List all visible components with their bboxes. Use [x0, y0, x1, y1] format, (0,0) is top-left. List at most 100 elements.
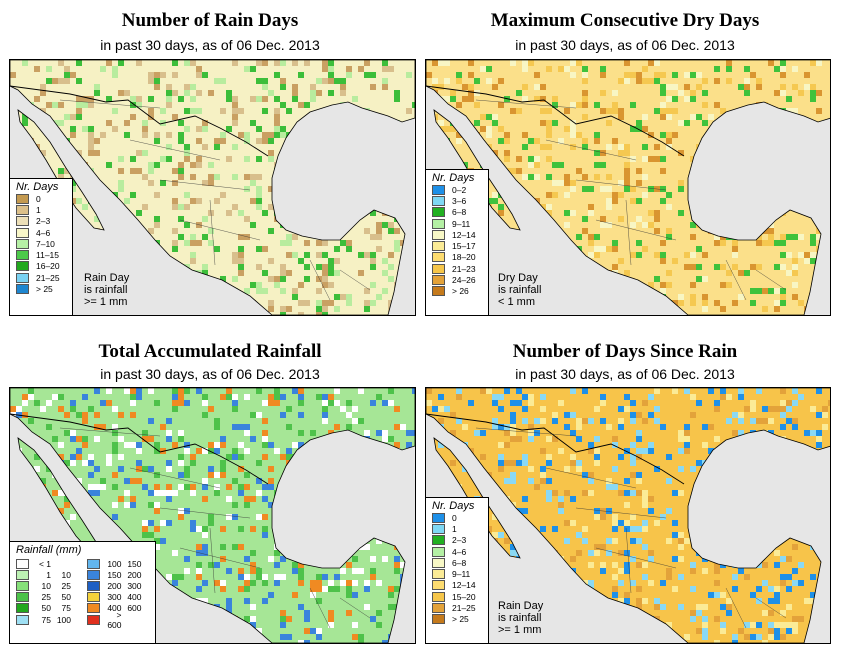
grid-cell — [292, 60, 298, 66]
grid-cell — [160, 520, 166, 526]
grid-cell — [606, 120, 612, 126]
grid-cell — [250, 412, 256, 418]
legend-item: 16–20 — [10, 261, 72, 272]
legend-swatch — [432, 614, 445, 625]
grid-cell — [298, 568, 304, 574]
grid-cell — [34, 96, 40, 102]
grid-cell — [630, 472, 636, 478]
grid-cell — [214, 580, 220, 586]
grid-cell — [816, 442, 822, 448]
grid-cell — [136, 478, 142, 484]
legend-swatch — [86, 558, 100, 569]
grid-cell — [636, 490, 642, 496]
state-borders — [475, 427, 787, 629]
grid-cell — [196, 240, 202, 246]
grid-cell — [726, 282, 732, 288]
grid-cell — [232, 174, 238, 180]
grid-cell — [244, 430, 250, 436]
grid-cell — [202, 180, 208, 186]
grid-cell — [250, 580, 256, 586]
grid-cell — [588, 490, 594, 496]
grid-cell — [166, 96, 172, 102]
grid-cell — [492, 150, 498, 156]
grid-cell — [16, 406, 22, 412]
grid-cell — [196, 550, 202, 556]
grid-cell — [190, 108, 196, 114]
grid-cell — [588, 580, 594, 586]
grid-cell — [660, 114, 666, 120]
legend-item: 21–23 — [426, 263, 488, 274]
legend-label-low: < 1 — [38, 558, 51, 569]
grid-cell — [232, 258, 238, 264]
grid-cell — [70, 132, 76, 138]
grid-cell — [328, 400, 334, 406]
grid-cell — [196, 198, 202, 204]
grid-cell — [582, 538, 588, 544]
grid-cell — [510, 60, 516, 66]
grid-cell — [310, 586, 316, 592]
grid-cell — [786, 604, 792, 610]
legend-label: 9–11 — [452, 218, 471, 229]
grid-cell — [394, 240, 400, 246]
grid-cell — [738, 270, 744, 276]
grid-cell — [798, 234, 804, 240]
grid-cell — [666, 192, 672, 198]
grid-cell — [256, 96, 262, 102]
legend-label: 12–14 — [452, 229, 476, 240]
grid-cell — [262, 526, 268, 532]
grid-cell — [316, 252, 322, 258]
grid-cell — [112, 448, 118, 454]
grid-cell — [250, 616, 256, 622]
grid-cell — [558, 162, 564, 168]
grid-cell — [250, 120, 256, 126]
grid-cell — [642, 66, 648, 72]
legend-swatch — [432, 546, 445, 557]
grid-cell — [196, 562, 202, 568]
state-borders — [475, 99, 787, 301]
grid-cell — [130, 400, 136, 406]
grid-cell — [636, 430, 642, 436]
grid-cell — [262, 514, 268, 520]
grid-cell — [792, 258, 798, 264]
grid-cell — [498, 424, 504, 430]
grid-cell — [364, 306, 370, 312]
grid-cell — [582, 490, 588, 496]
grid-cell — [732, 574, 738, 580]
grid-cell — [76, 108, 82, 114]
grid-cell — [684, 84, 690, 90]
grid-cell — [142, 484, 148, 490]
grid-cell — [564, 520, 570, 526]
grid-cell — [798, 616, 804, 622]
grid-cell — [564, 490, 570, 496]
grid-cell — [58, 394, 64, 400]
grid-cell — [94, 84, 100, 90]
grid-cell — [564, 174, 570, 180]
grid-cell — [510, 418, 516, 424]
grid-cell — [46, 102, 52, 108]
grid-cell — [576, 436, 582, 442]
grid-cell — [376, 430, 382, 436]
grid-cell — [124, 120, 130, 126]
grid-cell — [576, 532, 582, 538]
grid-cell — [328, 90, 334, 96]
grid-cell — [438, 394, 444, 400]
grid-cell — [136, 210, 142, 216]
grid-cell — [600, 394, 606, 400]
grid-cell — [768, 288, 774, 294]
grid-cell — [780, 622, 786, 628]
grid-cell — [304, 276, 310, 282]
grid-cell — [268, 478, 274, 484]
legend-item: 12–14 — [426, 580, 488, 591]
grid-cell — [510, 430, 516, 436]
grid-cell — [624, 180, 630, 186]
grid-cell — [202, 544, 208, 550]
grid-cell — [732, 586, 738, 592]
grid-cell — [624, 406, 630, 412]
grid-cell — [232, 502, 238, 508]
grid-cell — [202, 532, 208, 538]
grid-cell — [600, 108, 606, 114]
grid-cell — [594, 454, 600, 460]
note-line: Rain Day — [84, 272, 130, 284]
grid-cell — [498, 78, 504, 84]
grid-cell — [52, 78, 58, 84]
